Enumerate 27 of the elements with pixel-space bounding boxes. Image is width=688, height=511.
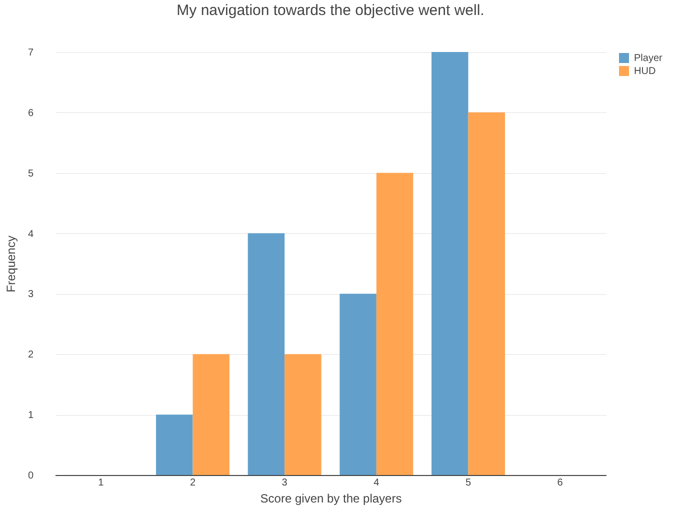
y-tick-label: 5 [28,168,34,180]
bar [192,354,230,475]
x-tick-label: 5 [465,478,472,488]
x-tick-label: 6 [557,478,564,488]
y-axis-title: Frequency [4,236,18,292]
y-tick-label: 2 [28,350,34,361]
x-axis-title: Score given by the players [260,492,402,506]
x-tick-label: 2 [190,478,196,488]
bar [156,414,193,475]
y-tick-label: 1 [28,410,34,422]
x-tick-label: 4 [374,478,380,488]
bar [376,172,414,475]
x-tick-label: 3 [282,478,288,488]
y-tick-label: 3 [28,289,34,300]
bar [432,52,468,475]
bar [284,354,322,475]
y-tick-label: 7 [28,48,34,58]
y-tick-label: 4 [28,228,34,240]
legend-label: Player [634,53,664,64]
bar [468,112,505,475]
y-tick-label: 0 [28,470,34,482]
y-tick-label: 6 [28,108,34,119]
bar [340,294,376,475]
chart-title: My navigation towards the objective went well. [176,2,484,19]
x-tick-label: 1 [98,478,104,488]
legend-label: HUD [634,66,656,77]
bar [248,233,285,475]
